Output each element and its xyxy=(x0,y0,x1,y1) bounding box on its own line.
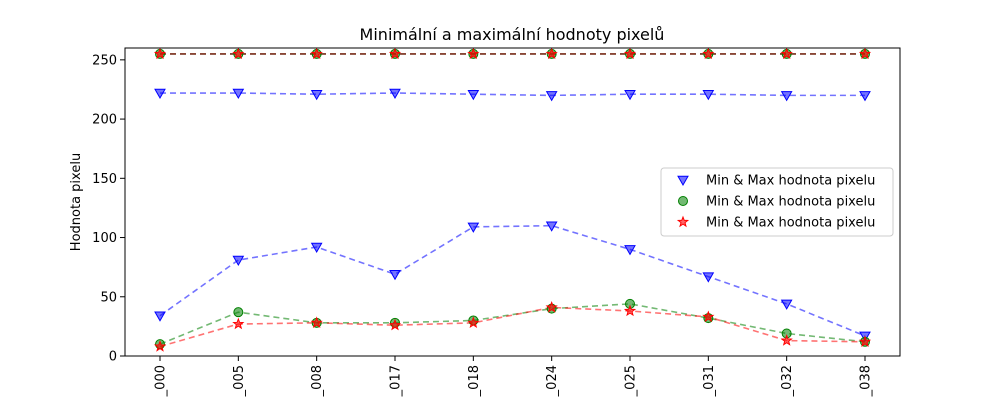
chart-title: Minimální a maximální hodnoty pixelů xyxy=(360,25,665,44)
series-3-max-point xyxy=(232,47,245,60)
series-3-min-point xyxy=(780,334,793,346)
legend-label-1: Min & Max hodnota pixelu xyxy=(706,174,875,189)
series-3-max-point xyxy=(467,47,480,60)
series-3-max-point xyxy=(545,47,558,60)
y-tick-label: 50 xyxy=(100,290,117,305)
series-2-min-line xyxy=(159,303,866,345)
x-tick-label: _005 xyxy=(232,365,247,397)
x-tick-label: _032 xyxy=(780,365,795,397)
series-1-max-point xyxy=(467,89,480,101)
series-3-max-point xyxy=(388,47,402,60)
series-1-max-point xyxy=(859,91,871,102)
legend: Min & Max hodnota pixelu Min & Max hodnot… xyxy=(660,167,894,237)
series-1-max-point xyxy=(780,91,793,102)
series-1-max-line xyxy=(160,92,865,97)
series-1-min-line xyxy=(159,224,866,337)
series-1-min-point xyxy=(310,242,323,254)
series-1-min-point xyxy=(545,221,558,232)
series-1-max-point xyxy=(545,91,558,102)
series-3-min-point xyxy=(153,340,167,352)
series-3-min-point xyxy=(858,335,872,347)
series-1-min-point xyxy=(232,255,245,267)
series-3-max-point xyxy=(858,47,872,60)
series-1-max-point xyxy=(624,89,636,101)
legend-marker-3 xyxy=(676,215,690,228)
x-tick-label: _025 xyxy=(624,365,639,397)
series-1-min-point xyxy=(154,311,166,322)
series-1-max-point xyxy=(702,89,715,101)
axes: 0 50 100 150 200 250 _000 _005 _008 _017 _018 _024 _… xyxy=(92,47,901,397)
series-1-max-point xyxy=(232,88,245,100)
x-tick-label: _000 xyxy=(154,365,169,397)
series-3-max-point xyxy=(623,47,637,60)
y-tick-label: 200 xyxy=(92,113,117,128)
series-3-min-point xyxy=(545,301,558,313)
y-tick-label: 0 xyxy=(109,350,117,365)
series-1-min-point xyxy=(389,270,401,281)
legend-label-3: Min & Max hodnota pixelu xyxy=(706,216,875,231)
x-tick-label: _017 xyxy=(389,365,404,397)
x-tick-label: _038 xyxy=(859,365,874,397)
plot-frame xyxy=(124,47,901,357)
series-3-min-point xyxy=(310,316,323,329)
y-tick-label: 150 xyxy=(92,172,117,187)
x-tick-label: _031 xyxy=(702,365,717,397)
legend-label-2: Min & Max hodnota pixelu xyxy=(706,195,875,210)
series-3-min-point xyxy=(467,316,480,329)
legend-marker-1 xyxy=(677,175,689,187)
y-axis-label: Hodnota pixelu xyxy=(69,153,84,251)
series-1-min-point xyxy=(467,222,480,233)
plot-area xyxy=(153,47,872,352)
series-1-min-point xyxy=(780,299,793,310)
series-3-max-point xyxy=(310,47,323,60)
series-3-min-point xyxy=(232,317,245,330)
x-tick-label: _018 xyxy=(467,365,482,397)
series-3-min-point xyxy=(623,304,637,317)
series-1-max-point xyxy=(154,88,166,100)
x-tick-label: _024 xyxy=(545,365,560,397)
series-3-min-point xyxy=(702,310,715,323)
series-3-min-point xyxy=(388,318,402,331)
series-3-max-point xyxy=(780,47,793,60)
series-1-min-point xyxy=(702,272,715,283)
series-3-min-line xyxy=(159,306,866,348)
legend-marker-2 xyxy=(678,196,688,206)
series-3-max-point xyxy=(153,47,167,60)
y-tick-label: 100 xyxy=(92,231,117,246)
series-1-max-point xyxy=(389,88,401,100)
x-tick-label: _008 xyxy=(310,365,325,397)
series-3-max-point xyxy=(702,47,715,60)
series-1-max-point xyxy=(310,89,323,101)
series-2-min-point xyxy=(233,307,244,318)
series-1-min-point xyxy=(624,245,636,256)
y-tick-label: 250 xyxy=(92,53,117,68)
legend-box xyxy=(660,167,894,237)
